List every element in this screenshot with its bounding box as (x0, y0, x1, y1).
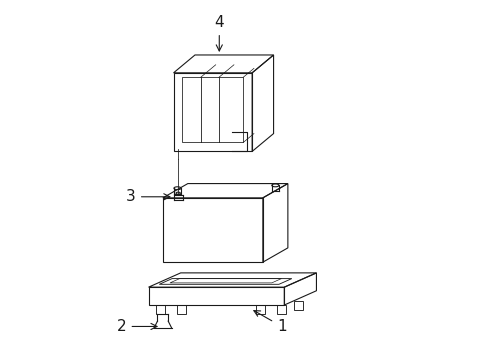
Text: 1: 1 (254, 311, 287, 334)
Text: 3: 3 (126, 189, 170, 204)
Text: 2: 2 (117, 319, 157, 334)
Text: 4: 4 (215, 15, 224, 51)
